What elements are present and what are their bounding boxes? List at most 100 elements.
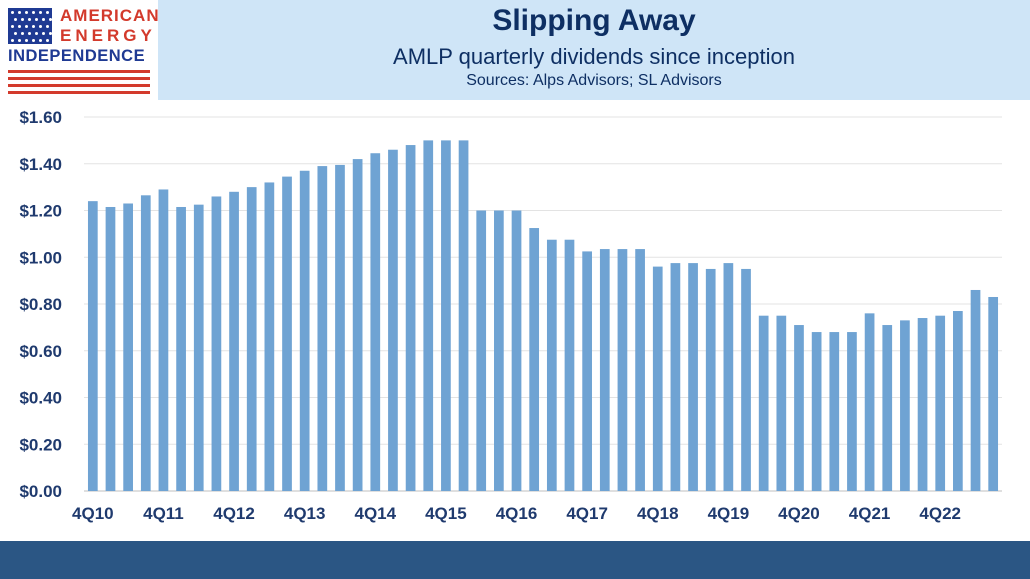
flag-star-icon — [28, 32, 31, 35]
bar — [900, 320, 910, 491]
flag-star-icon — [21, 18, 24, 21]
bar — [282, 176, 292, 491]
bar — [511, 210, 522, 491]
flag-star-icon — [18, 25, 21, 28]
x-tick-label: 4Q17 — [566, 504, 608, 523]
bar — [917, 318, 928, 491]
flag-star-icon — [49, 18, 52, 21]
x-tick-label: 4Q20 — [778, 504, 820, 523]
bar — [388, 149, 398, 491]
bar — [829, 332, 840, 491]
y-tick-label: $1.40 — [19, 155, 62, 174]
flag-star-icon — [32, 39, 35, 42]
flag-star-icon — [14, 18, 17, 21]
bar — [635, 249, 645, 491]
flag-star-icon — [49, 32, 52, 35]
y-tick-label: $0.60 — [19, 342, 62, 361]
bar — [582, 251, 592, 491]
y-tick-label: $0.40 — [19, 389, 62, 408]
bar — [299, 170, 310, 491]
logo-stripe — [8, 91, 150, 94]
dividend-bar-chart: $0.00 $0.20 $0.40 $0.60 $0.80 $1.00 $1.20 $1.40… — [19, 108, 1002, 523]
flag-star-icon — [42, 32, 45, 35]
bar — [370, 153, 381, 491]
bar — [617, 249, 628, 491]
bar — [847, 332, 857, 491]
x-tick-label: 4Q13 — [284, 504, 326, 523]
bar — [158, 189, 169, 491]
x-tick-label: 4Q22 — [919, 504, 961, 523]
bar — [335, 164, 345, 491]
bar — [935, 315, 946, 491]
bar — [864, 313, 875, 491]
source-note: Sources: Alps Advisors; SL Advisors — [466, 72, 722, 89]
bar — [458, 140, 469, 491]
bar — [211, 196, 222, 491]
flag-star-icon — [32, 11, 35, 14]
y-tick-label: $0.80 — [19, 295, 62, 314]
bar — [176, 206, 186, 491]
x-tick-label: 4Q21 — [849, 504, 891, 523]
bar — [652, 266, 663, 491]
bar — [352, 159, 363, 491]
bar — [599, 249, 610, 491]
logo-text-energy: ENERGY — [60, 26, 156, 45]
page-title: Slipping Away — [492, 4, 696, 37]
flag-star-icon — [46, 39, 49, 42]
page-subtitle: AMLP quarterly dividends since inception — [393, 44, 795, 69]
bar — [123, 203, 133, 492]
bar — [776, 315, 787, 491]
bar — [811, 332, 822, 491]
flag-star-icon — [39, 39, 42, 42]
flag-star-icon — [25, 25, 28, 28]
x-tick-label: 4Q12 — [213, 504, 255, 523]
x-tick-label: 4Q16 — [496, 504, 538, 523]
x-tick-label: 4Q19 — [708, 504, 750, 523]
flag-star-icon — [25, 11, 28, 14]
flag-star-icon — [35, 32, 38, 35]
bar — [317, 166, 328, 491]
y-tick-label: $1.20 — [19, 202, 62, 221]
logo-stripe — [8, 84, 150, 87]
flag-star-icon — [39, 25, 42, 28]
flag-star-icon — [28, 18, 31, 21]
bar — [723, 263, 734, 491]
bar — [794, 325, 804, 491]
flag-star-icon — [11, 11, 14, 14]
x-tick-label: 4Q15 — [425, 504, 467, 523]
bar — [441, 140, 451, 491]
bar — [140, 195, 151, 491]
bar — [705, 268, 716, 491]
bar — [758, 315, 769, 491]
bar — [529, 228, 540, 491]
bar — [405, 145, 416, 492]
footer-band — [0, 541, 1030, 579]
bar — [988, 296, 999, 491]
bar — [970, 289, 981, 491]
bar — [670, 263, 681, 491]
flag-star-icon — [18, 11, 21, 14]
flag-star-icon — [14, 32, 17, 35]
flag-icon — [8, 8, 52, 44]
flag-star-icon — [42, 18, 45, 21]
bar — [476, 210, 487, 491]
flag-star-icon — [46, 11, 49, 14]
flag-star-icon — [39, 11, 42, 14]
flag-star-icon — [21, 32, 24, 35]
flag-star-icon — [18, 39, 21, 42]
bar — [953, 311, 963, 491]
y-tick-label: $1.00 — [19, 248, 62, 267]
bar — [882, 325, 893, 491]
bar — [105, 206, 116, 491]
logo-stripe — [8, 77, 150, 80]
flag-star-icon — [11, 25, 14, 28]
y-tick-label: $0.20 — [19, 435, 62, 454]
logo-text-independence: INDEPENDENCE — [8, 47, 146, 65]
bar — [546, 239, 557, 491]
logo-stripe — [8, 70, 150, 73]
bar — [87, 201, 98, 491]
bar — [193, 204, 204, 491]
bar — [688, 263, 698, 491]
x-tick-label: 4Q18 — [637, 504, 679, 523]
x-tick-label: 4Q14 — [354, 504, 396, 523]
